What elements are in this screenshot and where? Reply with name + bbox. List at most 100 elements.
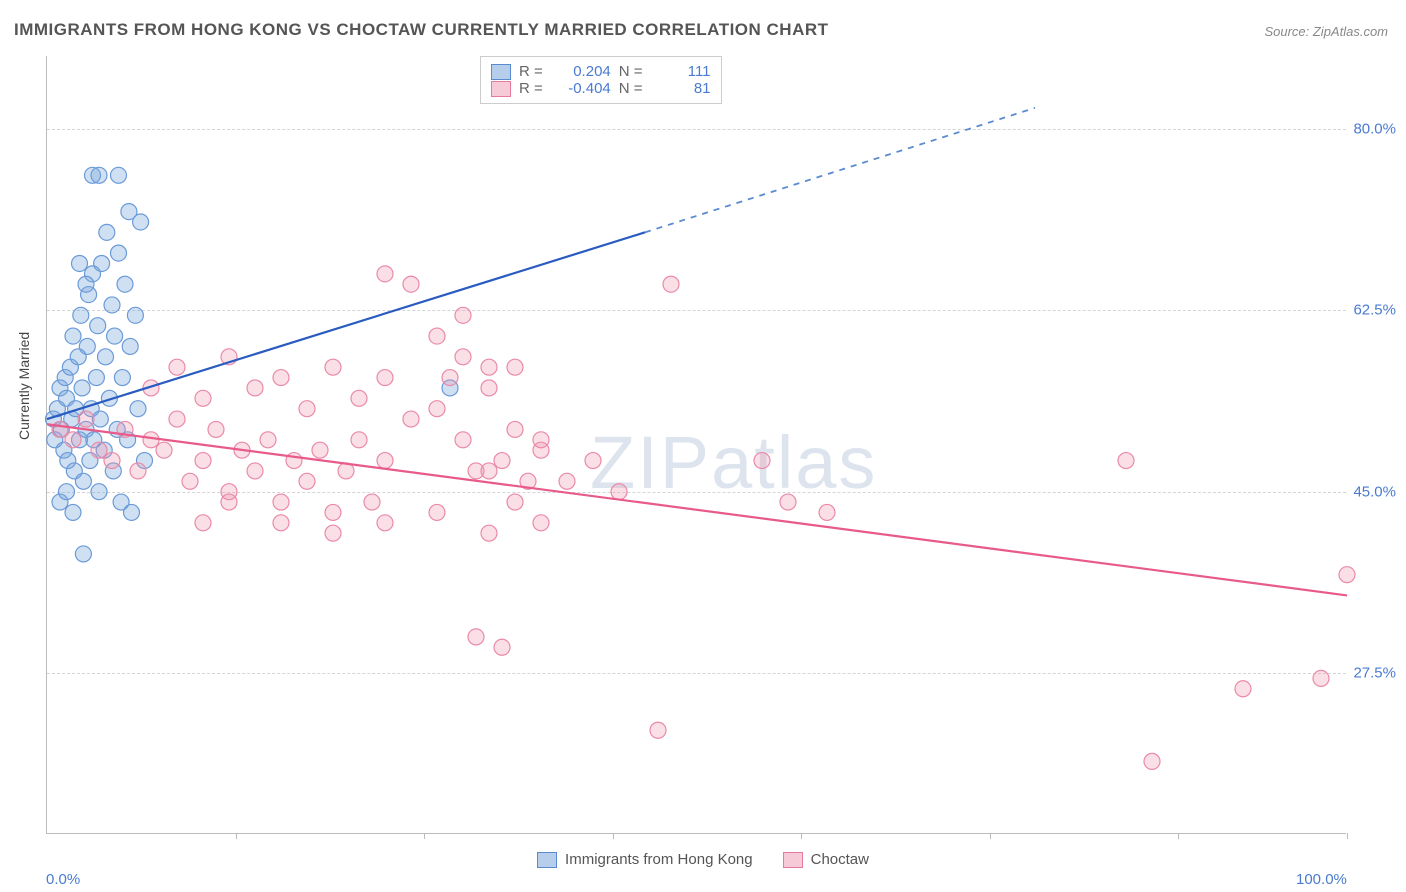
x-tick-label: 100.0% [1296, 871, 1347, 888]
data-point [195, 515, 211, 531]
data-point [559, 473, 575, 489]
chart-plot-area [46, 56, 1346, 834]
data-point [73, 307, 89, 323]
data-point [52, 421, 68, 437]
data-point [533, 515, 549, 531]
data-point [663, 276, 679, 292]
data-point [312, 442, 328, 458]
n-value-blue: 111 [651, 63, 711, 80]
data-point [65, 504, 81, 520]
data-point [78, 276, 94, 292]
data-point [481, 380, 497, 396]
data-point [273, 515, 289, 531]
data-point [494, 639, 510, 655]
data-point [74, 380, 90, 396]
source-attribution: Source: ZipAtlas.com [1264, 24, 1388, 39]
x-tick [1347, 833, 1348, 839]
data-point [273, 370, 289, 386]
data-point [91, 167, 107, 183]
data-point [75, 473, 91, 489]
data-point [104, 453, 120, 469]
data-point [79, 338, 95, 354]
data-point [99, 224, 115, 240]
series-legend: Immigrants from Hong Kong Choctaw [0, 851, 1406, 868]
data-point [481, 463, 497, 479]
data-point [260, 432, 276, 448]
data-point [364, 494, 380, 510]
data-point [585, 453, 601, 469]
data-point [59, 484, 75, 500]
data-point [117, 276, 133, 292]
data-point [299, 473, 315, 489]
trend-line-pink [47, 424, 1347, 595]
data-point [611, 484, 627, 500]
data-point [111, 245, 127, 261]
data-point [650, 722, 666, 738]
legend-item-blue: Immigrants from Hong Kong [537, 851, 753, 868]
data-point [65, 432, 81, 448]
data-point [208, 421, 224, 437]
y-tick-label: 27.5% [1353, 665, 1396, 682]
data-point [182, 473, 198, 489]
data-point [325, 359, 341, 375]
data-point [481, 525, 497, 541]
trend-line-blue-extrapolated [645, 108, 1035, 232]
data-point [429, 504, 445, 520]
pink-swatch-icon [783, 852, 803, 868]
data-point [75, 546, 91, 562]
y-tick-label: 62.5% [1353, 302, 1396, 319]
data-point [65, 328, 81, 344]
r-label: R = [519, 63, 543, 80]
data-point [98, 349, 114, 365]
data-point [377, 266, 393, 282]
blue-swatch-icon [491, 64, 511, 80]
data-point [122, 338, 138, 354]
data-point [377, 453, 393, 469]
x-tick [613, 833, 614, 839]
data-point [130, 463, 146, 479]
data-point [127, 307, 143, 323]
y-axis-label: Currently Married [16, 332, 32, 440]
data-point [1235, 681, 1251, 697]
data-point [533, 432, 549, 448]
data-point [1144, 753, 1160, 769]
data-point [754, 453, 770, 469]
n-value-pink: 81 [651, 80, 711, 97]
data-point [507, 421, 523, 437]
data-point [507, 494, 523, 510]
x-tick [801, 833, 802, 839]
data-point [124, 504, 140, 520]
data-point [72, 255, 88, 271]
data-point [780, 494, 796, 510]
data-point [273, 494, 289, 510]
data-point [325, 504, 341, 520]
data-point [91, 442, 107, 458]
legend-item-pink: Choctaw [783, 851, 869, 868]
data-point [247, 463, 263, 479]
legend-row-pink: R = -0.404 N = 81 [491, 80, 711, 97]
data-point [88, 370, 104, 386]
data-point [90, 318, 106, 334]
y-tick-label: 80.0% [1353, 120, 1396, 137]
data-point [429, 401, 445, 417]
data-point [494, 453, 510, 469]
data-point [94, 255, 110, 271]
legend-label-pink: Choctaw [811, 851, 869, 868]
data-point [1118, 453, 1134, 469]
x-tick [1178, 833, 1179, 839]
data-point [455, 307, 471, 323]
data-point [325, 525, 341, 541]
data-point [111, 167, 127, 183]
data-point [195, 390, 211, 406]
r-value-blue: 0.204 [551, 63, 611, 80]
data-point [468, 629, 484, 645]
data-point [299, 401, 315, 417]
pink-swatch-icon [491, 81, 511, 97]
x-tick [424, 833, 425, 839]
data-point [143, 432, 159, 448]
legend-label-blue: Immigrants from Hong Kong [565, 851, 753, 868]
data-point [819, 504, 835, 520]
scatter-svg [47, 56, 1346, 833]
data-point [107, 328, 123, 344]
n-label: N = [619, 80, 643, 97]
